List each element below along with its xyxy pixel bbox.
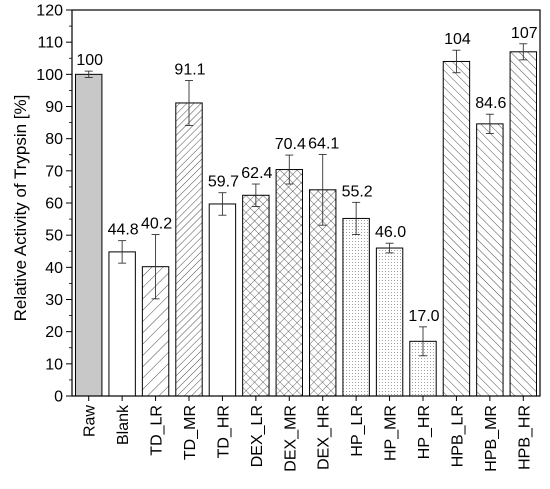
x-tick-label: DEX_HR bbox=[316, 405, 333, 470]
value-label: 17.0 bbox=[408, 308, 439, 325]
bar-group: 104 bbox=[442, 31, 471, 397]
error-bar bbox=[218, 192, 227, 216]
y-tick-label: 80 bbox=[45, 131, 63, 148]
error-bar bbox=[519, 43, 528, 61]
error-bar bbox=[151, 234, 160, 300]
y-tick-label: 100 bbox=[36, 67, 63, 84]
error-bar bbox=[352, 201, 361, 235]
y-axis-label: Relative Activity of Trypsin [%] bbox=[11, 95, 30, 322]
error-bar bbox=[485, 113, 494, 134]
bar-fill bbox=[209, 203, 236, 396]
value-label: 100 bbox=[76, 52, 103, 69]
bar-fill bbox=[108, 251, 136, 396]
y-tick-label: 20 bbox=[45, 324, 63, 341]
y-tick-label: 0 bbox=[54, 389, 63, 406]
x-tick-label: TD_MR bbox=[182, 405, 199, 460]
error-bar bbox=[84, 70, 93, 79]
error-bar bbox=[285, 154, 294, 185]
bar-fill bbox=[75, 74, 102, 396]
value-label: 104 bbox=[444, 31, 471, 48]
error-bar bbox=[419, 326, 427, 357]
y-tick-label: 40 bbox=[45, 260, 63, 277]
error-bar bbox=[118, 240, 127, 264]
plot-frame bbox=[71, 9, 541, 397]
x-tick-label: HP_LR bbox=[349, 405, 366, 457]
x-tick-label: HPB_HR bbox=[516, 405, 533, 470]
bar-group: 40.2 bbox=[141, 216, 172, 397]
error-bar bbox=[385, 242, 394, 254]
bar-pattern bbox=[175, 102, 203, 396]
bar-group: 55.2 bbox=[342, 183, 373, 397]
bar-pattern bbox=[276, 169, 303, 396]
value-label: 107 bbox=[511, 25, 538, 42]
y-tick-label: 110 bbox=[37, 35, 63, 52]
x-tick-label: HPB_MR bbox=[483, 405, 500, 472]
y-tick-label: 90 bbox=[45, 99, 63, 116]
value-label: 55.2 bbox=[342, 183, 373, 200]
value-label: 84.6 bbox=[475, 95, 506, 112]
x-tick-label: HP_HR bbox=[416, 405, 433, 459]
value-label: 40.2 bbox=[141, 216, 172, 233]
bar-pattern bbox=[242, 195, 270, 396]
y-tick-label: 60 bbox=[45, 196, 63, 213]
bar-pattern bbox=[510, 51, 537, 397]
error-bar bbox=[185, 79, 193, 126]
y-tick-label: 120 bbox=[36, 3, 63, 20]
value-label: 44.8 bbox=[108, 222, 139, 239]
x-tick-label: HPB_LR bbox=[449, 405, 466, 467]
value-label: 46.0 bbox=[375, 224, 406, 241]
value-label: 62.4 bbox=[241, 165, 272, 182]
error-bar bbox=[318, 153, 327, 226]
bar-group: 100 bbox=[75, 52, 103, 397]
x-tick-label: Blank bbox=[115, 404, 132, 445]
value-label: 64.1 bbox=[308, 135, 339, 152]
value-label: 70.4 bbox=[275, 136, 306, 153]
bar-group: 91.1 bbox=[174, 61, 206, 397]
bar-pattern bbox=[376, 248, 403, 396]
y-tick-label: 10 bbox=[45, 356, 63, 373]
y-tick-label: 50 bbox=[45, 228, 63, 245]
error-bar bbox=[452, 49, 461, 74]
y-tick-label: 30 bbox=[45, 292, 63, 309]
bar-group: 44.8 bbox=[108, 222, 139, 397]
bar-pattern bbox=[443, 61, 470, 396]
x-tick-label: Raw bbox=[82, 405, 99, 437]
bar-group: 17.0 bbox=[408, 308, 440, 397]
bar-group: 62.4 bbox=[241, 165, 273, 397]
x-tick-label: TD_HR bbox=[215, 405, 232, 458]
bar-group: 46.0 bbox=[375, 224, 406, 397]
value-label: 91.1 bbox=[174, 61, 205, 78]
bar-group: 84.6 bbox=[475, 95, 507, 397]
bar-group: 107 bbox=[509, 25, 538, 397]
bar-group: 64.1 bbox=[308, 135, 339, 397]
value-label: 59.7 bbox=[208, 174, 239, 191]
y-tick-label: 70 bbox=[45, 163, 63, 180]
x-tick-label: HP_MR bbox=[383, 405, 400, 461]
bar-group: 70.4 bbox=[275, 136, 306, 397]
error-bar bbox=[251, 183, 260, 207]
x-tick-label: DEX_LR bbox=[249, 405, 266, 467]
bars-layer: 100 44.8 40.2 91.1 59.762.470.4 64.1 55.2 46.0 1… bbox=[75, 25, 538, 397]
x-tick-label: TD_LR bbox=[149, 405, 166, 456]
bar-pattern bbox=[476, 123, 504, 397]
bar-pattern bbox=[342, 218, 370, 396]
axes-layer: Raw Blank TD_LR TD_MR TD_HR DEX_LR DEX_MR DEX_H… bbox=[36, 3, 541, 472]
bar-group: 59.7 bbox=[208, 174, 239, 397]
x-tick-label: DEX_MR bbox=[282, 405, 299, 472]
